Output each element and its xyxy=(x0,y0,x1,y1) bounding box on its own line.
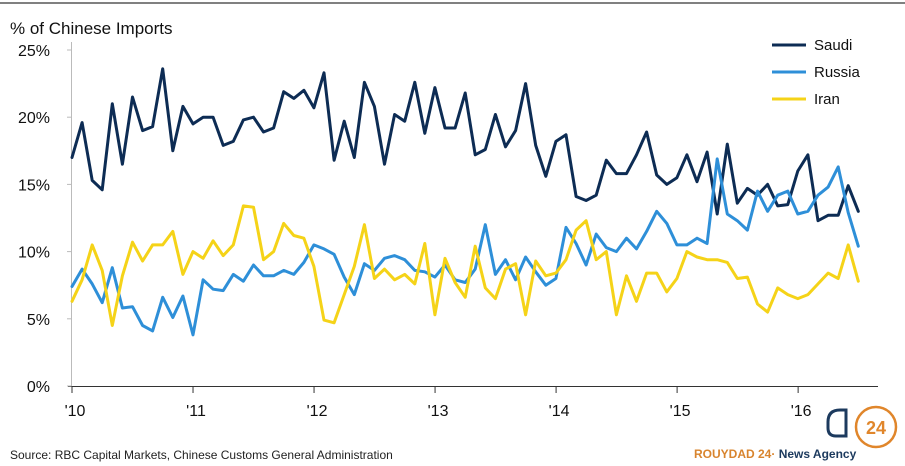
brand-watermark: ROUYDAD 24· News Agency 24 xyxy=(694,405,898,461)
y-tick-label: 5% xyxy=(27,312,50,329)
y-tick-label: 0% xyxy=(27,379,50,396)
plot-area: 0% 5% 10% 15% 20% 25% '10 '11 '12 '13 '14 '15 '16 xyxy=(18,42,878,420)
x-tick-label: '10 xyxy=(65,403,86,420)
x-tick-label: '11 xyxy=(186,403,206,420)
y-tick-label: 15% xyxy=(18,177,50,194)
series-line-russia xyxy=(70,157,860,337)
y-tick-label: 20% xyxy=(18,110,50,127)
legend-label-russia: Russia xyxy=(814,64,861,81)
x-tick-label: '13 xyxy=(428,403,449,420)
series-line-iran xyxy=(70,204,860,327)
x-tick-label: '12 xyxy=(307,403,328,420)
series-line-saudi xyxy=(70,67,860,223)
x-tick-label: '14 xyxy=(549,403,570,420)
y-axis-title: % of Chinese Imports xyxy=(10,19,173,38)
x-tick-label: '16 xyxy=(791,403,812,420)
brand-name: ROUYDAD 24· News Agency xyxy=(694,447,857,461)
legend: Saudi Russia Iran xyxy=(772,37,861,108)
y-tick-label: 25% xyxy=(18,43,50,60)
brand-logo-text: 24 xyxy=(866,418,886,438)
y-tick-label: 10% xyxy=(18,245,50,262)
legend-label-iran: Iran xyxy=(814,91,840,108)
source-note: Source: RBC Capital Markets, Chinese Cus… xyxy=(10,448,393,462)
brand-logo-icon: 24 xyxy=(826,405,898,449)
x-tick-label: '15 xyxy=(670,403,691,420)
legend-label-saudi: Saudi xyxy=(814,37,852,54)
